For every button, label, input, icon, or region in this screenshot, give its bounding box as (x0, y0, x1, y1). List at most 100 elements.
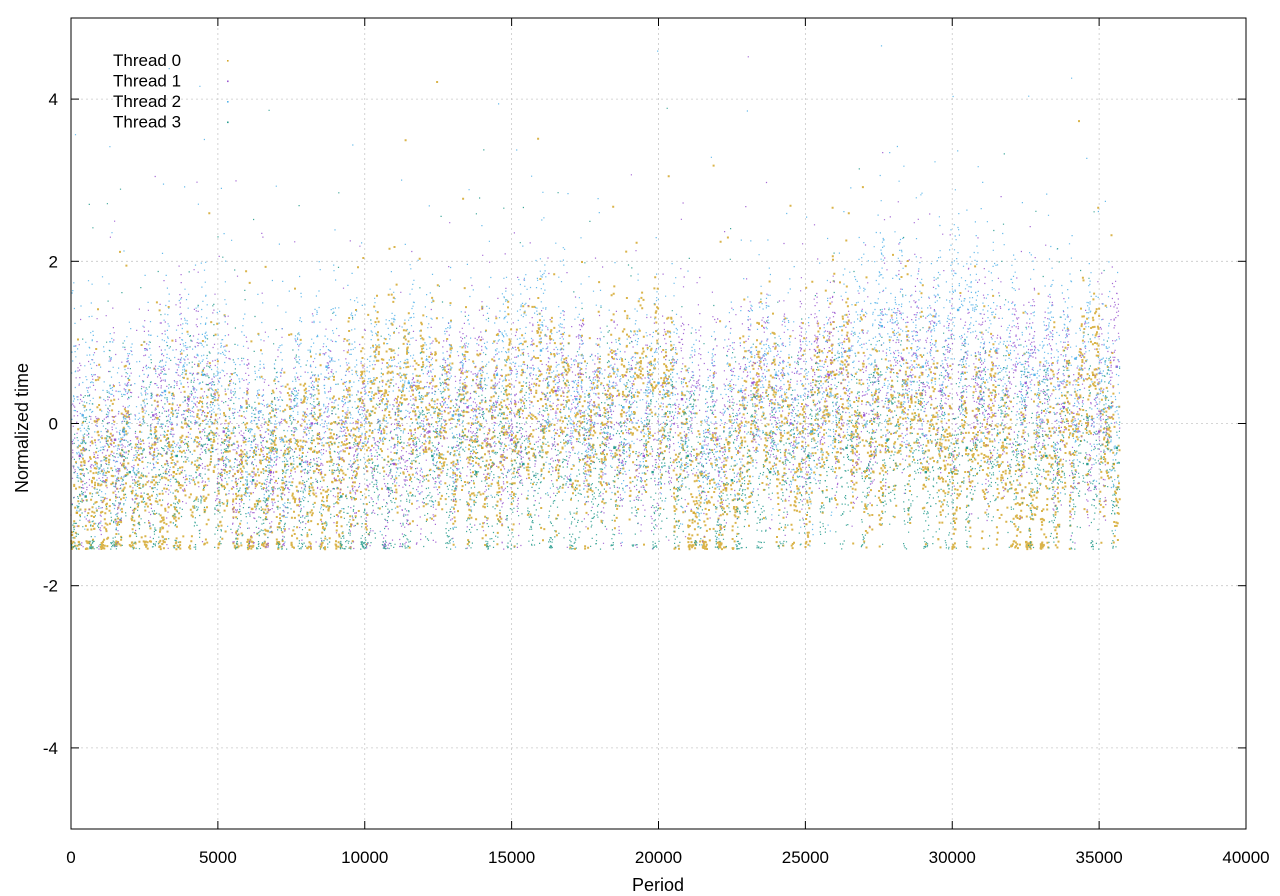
x-tick-label: 5000 (199, 848, 237, 867)
data-point (387, 487, 390, 490)
data-point (1109, 406, 1113, 409)
data-point (886, 438, 889, 441)
data-point (334, 479, 337, 482)
y-axis-label: Normalized time (12, 363, 32, 493)
data-point (539, 349, 543, 352)
data-point (657, 381, 660, 385)
data-point (81, 414, 84, 417)
data-point (1033, 373, 1036, 377)
data-point (663, 381, 666, 385)
data-point (569, 479, 572, 482)
legend-marker (227, 101, 229, 103)
data-point (1024, 381, 1027, 385)
data-point (965, 446, 969, 450)
data-point (789, 422, 792, 425)
data-point (416, 406, 419, 409)
data-point (495, 373, 499, 377)
data-point (701, 446, 704, 450)
data-point (1112, 462, 1116, 466)
y-tick-label: 2 (49, 252, 58, 271)
data-point (1097, 430, 1101, 433)
data-point (992, 414, 995, 417)
data-point (810, 430, 813, 433)
series-0-cloud (70, 81, 1121, 551)
data-point (686, 454, 690, 458)
data-point (175, 454, 178, 458)
data-point (539, 397, 543, 401)
data-point (880, 324, 883, 328)
data-point (392, 462, 396, 466)
data-point (622, 406, 625, 409)
data-point (651, 470, 654, 474)
data-point (1018, 503, 1022, 506)
legend-item: Thread 0 (113, 51, 229, 70)
data-point (1045, 454, 1048, 458)
data-point (807, 454, 810, 458)
data-point (210, 446, 214, 450)
x-tick-label: 10000 (341, 848, 388, 867)
data-point (575, 397, 578, 401)
legend-label: Thread 2 (113, 92, 181, 111)
data-point (466, 406, 469, 409)
data-point (868, 454, 872, 458)
data-point (348, 446, 352, 450)
x-tick-label: 35000 (1075, 848, 1122, 867)
x-tick-label: 0 (66, 848, 75, 867)
data-point (730, 479, 734, 482)
data-point (1053, 454, 1057, 458)
data-point (739, 389, 742, 393)
data-point (680, 397, 684, 401)
data-point (84, 495, 87, 498)
data-point (909, 397, 913, 401)
data-point (1086, 462, 1089, 466)
data-point (105, 479, 108, 482)
data-point (554, 389, 557, 393)
data-point (522, 462, 525, 466)
data-point (798, 462, 801, 466)
grid-lines (71, 18, 1246, 829)
x-tick-label: 25000 (782, 848, 829, 867)
data-point (251, 479, 255, 482)
data-point (128, 470, 131, 474)
data-point (281, 438, 284, 441)
legend-label: Thread 3 (113, 113, 181, 132)
legend-item: Thread 1 (113, 72, 229, 91)
data-point (431, 454, 434, 458)
data-point (716, 438, 719, 441)
data-point (1092, 373, 1095, 377)
x-tick-label: 30000 (929, 848, 976, 867)
data-point (613, 446, 616, 450)
data-point (75, 511, 79, 514)
data-point (901, 357, 904, 360)
legend-marker (227, 121, 229, 124)
legend-item: Thread 2 (113, 92, 229, 111)
data-point (1003, 438, 1007, 441)
data-point (246, 487, 249, 490)
y-tick-label: 4 (49, 90, 58, 109)
data-point (751, 381, 754, 385)
data-point (1062, 406, 1066, 409)
data-point (113, 438, 117, 441)
series-2-points (70, 45, 1121, 548)
y-tick-label: -2 (43, 577, 58, 596)
data-point (310, 422, 314, 425)
data-point (768, 470, 772, 474)
data-point (1074, 357, 1077, 360)
data-point (956, 308, 960, 312)
data-point (760, 406, 763, 409)
data-point (827, 373, 831, 377)
data-point (924, 470, 928, 474)
data-point (407, 381, 411, 385)
data-point (642, 454, 646, 458)
legend-label: Thread 1 (113, 72, 181, 91)
data-point (481, 446, 484, 450)
y-tick-labels: 4 2 0 -2 -4 (43, 90, 58, 758)
x-tick-labels: 0 5000 10000 15000 20000 25000 30000 35000 40000 (66, 848, 1269, 867)
data-point (980, 397, 983, 401)
data-point (340, 495, 343, 498)
data-point (369, 397, 372, 401)
data-point (692, 511, 695, 514)
data-point (269, 470, 272, 474)
y-tick-label: -4 (43, 739, 58, 758)
